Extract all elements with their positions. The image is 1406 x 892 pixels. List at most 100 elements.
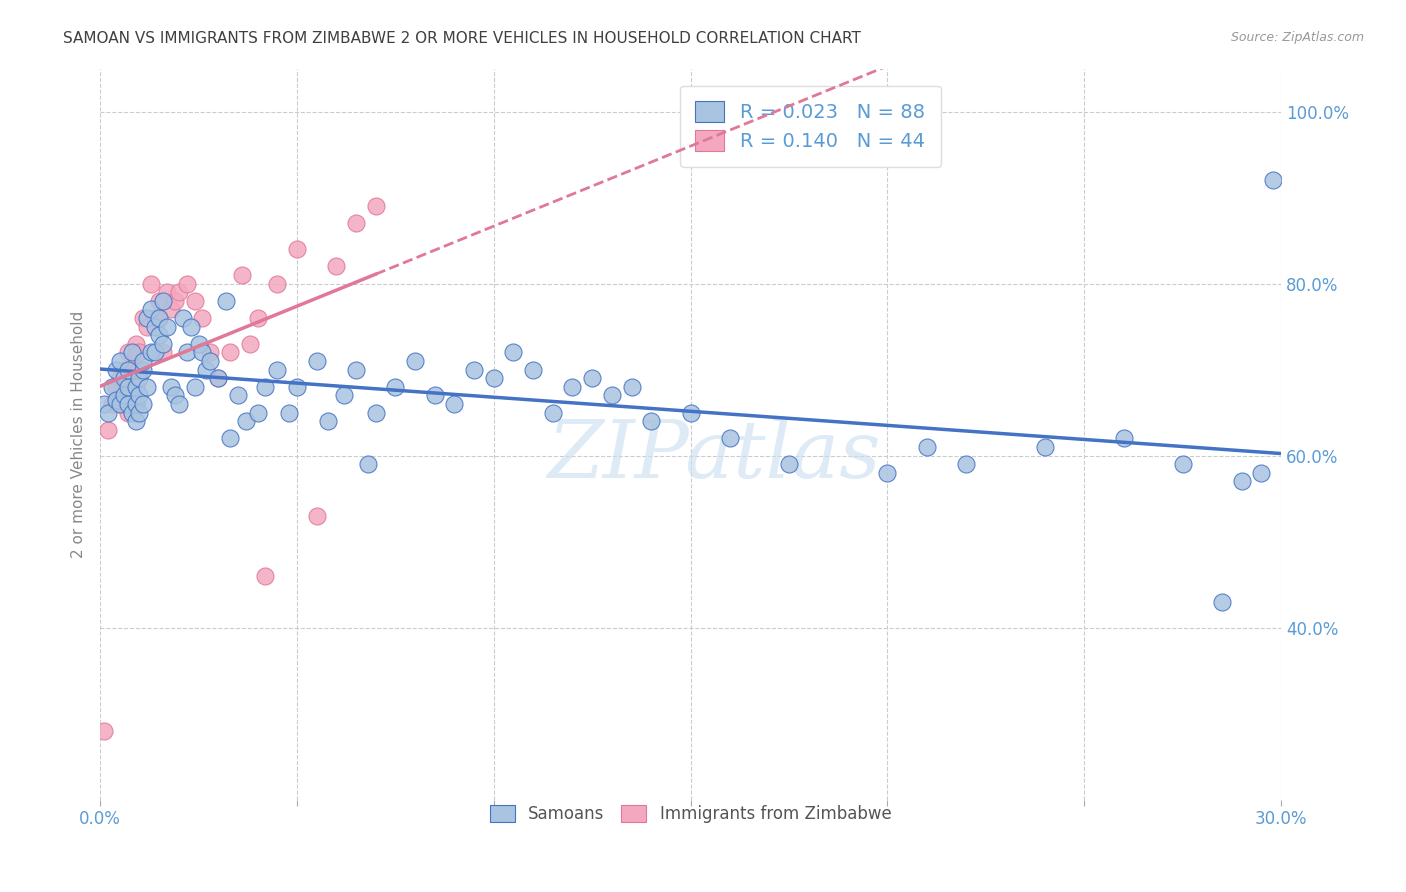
Point (266, 277, 288, 291)
Point (235, 414, 257, 428)
Point (121, 380, 143, 394)
Point (128, 405, 150, 419)
Point (132, 354, 155, 368)
Point (502, 345, 524, 359)
Point (305, 354, 328, 368)
Point (128, 371, 150, 385)
Point (117, 405, 139, 419)
Point (93, 723, 115, 738)
Point (915, 440, 938, 454)
Point (183, 380, 205, 394)
Point (191, 310, 214, 325)
Point (136, 380, 159, 394)
Point (148, 310, 170, 325)
Point (246, 310, 269, 325)
Point (1261, 173, 1284, 187)
Point (561, 380, 583, 394)
Point (876, 466, 898, 480)
Point (640, 414, 662, 428)
Point (778, 457, 800, 471)
Point (97, 405, 120, 419)
Point (226, 388, 249, 402)
Point (1250, 466, 1272, 480)
Point (344, 216, 367, 230)
Point (581, 371, 603, 385)
Point (1033, 440, 1056, 454)
Point (141, 277, 163, 291)
Point (955, 457, 977, 471)
Point (143, 310, 166, 325)
Point (344, 362, 367, 376)
Point (200, 354, 222, 368)
Point (522, 362, 544, 376)
Point (364, 199, 387, 213)
Point (93, 397, 115, 411)
Point (143, 319, 166, 334)
Point (463, 362, 485, 376)
Point (215, 293, 238, 308)
Point (266, 362, 288, 376)
Point (101, 380, 124, 394)
Point (156, 319, 179, 334)
Point (200, 345, 222, 359)
Point (1112, 431, 1135, 445)
Point (325, 260, 347, 274)
Point (143, 345, 166, 359)
Point (183, 293, 205, 308)
Point (246, 405, 269, 419)
Text: Source: ZipAtlas.com: Source: ZipAtlas.com (1230, 31, 1364, 45)
Point (156, 285, 179, 299)
Point (141, 302, 163, 317)
Point (357, 457, 380, 471)
Point (108, 397, 131, 411)
Point (176, 277, 198, 291)
Point (482, 371, 505, 385)
Point (718, 431, 741, 445)
Point (132, 310, 155, 325)
Point (176, 345, 198, 359)
Point (541, 405, 564, 419)
Point (152, 293, 174, 308)
Point (108, 354, 131, 368)
Point (1230, 475, 1253, 489)
Point (148, 328, 170, 343)
Point (404, 354, 426, 368)
Point (104, 392, 127, 407)
Point (117, 362, 139, 376)
Point (254, 380, 277, 394)
Point (285, 242, 308, 256)
Point (152, 336, 174, 351)
Point (136, 310, 159, 325)
Point (124, 345, 146, 359)
Point (167, 397, 190, 411)
Point (148, 310, 170, 325)
Point (1171, 457, 1194, 471)
Point (364, 405, 387, 419)
Point (254, 569, 277, 583)
Point (136, 319, 159, 334)
Point (423, 388, 446, 402)
Point (132, 362, 155, 376)
Point (104, 380, 127, 394)
Point (1211, 595, 1233, 609)
Point (278, 405, 301, 419)
Point (167, 285, 190, 299)
Point (152, 345, 174, 359)
Point (187, 336, 209, 351)
Point (384, 380, 406, 394)
Point (305, 508, 328, 523)
Point (128, 388, 150, 402)
Point (195, 362, 218, 376)
Point (132, 397, 155, 411)
Point (124, 414, 146, 428)
Point (318, 414, 340, 428)
Text: ZIPatlas: ZIPatlas (547, 417, 882, 495)
Point (108, 371, 131, 385)
Point (97, 423, 120, 437)
Point (191, 345, 214, 359)
Legend: Samoans, Immigrants from Zimbabwe: Samoans, Immigrants from Zimbabwe (478, 794, 903, 835)
Point (141, 345, 163, 359)
Point (219, 431, 242, 445)
Point (121, 405, 143, 419)
Point (128, 362, 150, 376)
